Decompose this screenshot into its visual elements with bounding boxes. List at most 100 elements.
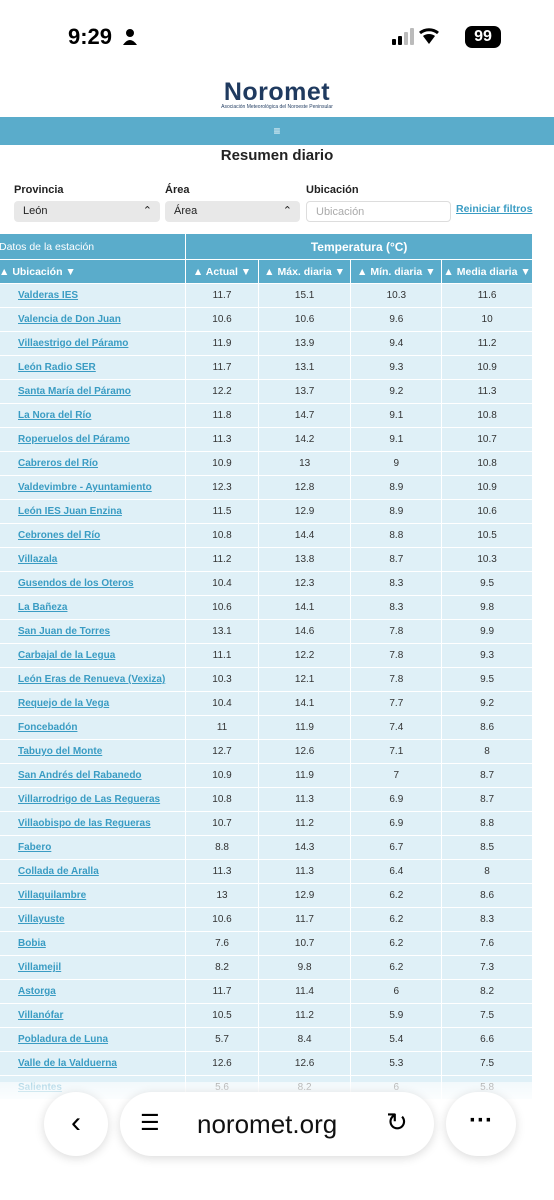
- station-link[interactable]: Villazala: [0, 547, 187, 572]
- value-cell: 6.9: [350, 787, 443, 812]
- station-link[interactable]: Cabreros del Río: [0, 451, 187, 476]
- value-cell: 9.3: [441, 643, 533, 668]
- station-link[interactable]: Requejo de la Vega: [0, 691, 187, 716]
- value-cell: 7.5: [441, 1051, 533, 1076]
- value-cell: 12.6: [257, 739, 352, 764]
- value-cell: 6.2: [350, 931, 443, 956]
- station-link[interactable]: Gusendos de los Oteros: [0, 571, 187, 596]
- station-link[interactable]: Valderas IES: [0, 283, 187, 308]
- station-link[interactable]: León Radio SER: [0, 355, 187, 380]
- column-header[interactable]: ▲ Ubicación ▼: [0, 259, 187, 284]
- province-select[interactable]: León ⌃: [14, 201, 160, 222]
- table-row: Fabero 8.8 14.3 6.7 8.5: [0, 835, 533, 860]
- table-row: Pobladura de Luna 5.7 8.4 5.4 6.6: [0, 1027, 533, 1052]
- reload-icon[interactable]: ↻: [386, 1107, 408, 1137]
- value-cell: 10.3: [441, 547, 533, 572]
- menu-bar[interactable]: ≡: [0, 117, 554, 145]
- station-link[interactable]: Fabero: [0, 835, 187, 860]
- value-cell: 9: [350, 451, 443, 476]
- value-cell: 9.3: [350, 355, 443, 380]
- station-link[interactable]: Villamejil: [0, 955, 187, 980]
- value-cell: 11.3: [257, 787, 352, 812]
- value-cell: 7.7: [350, 691, 443, 716]
- column-header[interactable]: ▲ Actual ▼: [185, 259, 259, 284]
- value-cell: 11.6: [441, 283, 533, 308]
- value-cell: 11.3: [257, 859, 352, 884]
- logo-subtitle: Asociación Meteorológica del Noroeste Pe…: [221, 104, 333, 110]
- table-row: Cebrones del Río 10.8 14.4 8.8 10.5: [0, 523, 533, 548]
- reset-link[interactable]: Reiniciar filtros: [456, 203, 533, 215]
- value-cell: 6.7: [350, 835, 443, 860]
- value-cell: 11: [185, 715, 259, 740]
- value-cell: 8: [441, 859, 533, 884]
- station-link[interactable]: San Juan de Torres: [0, 619, 187, 644]
- table-row: Villaobispo de las Regueras 10.7 11.2 6.9 8.…: [0, 811, 533, 836]
- station-link[interactable]: Valle de la Valduerna: [0, 1051, 187, 1076]
- station-link[interactable]: Santa María del Páramo: [0, 379, 187, 404]
- value-cell: 10.6: [441, 499, 533, 524]
- station-link[interactable]: Villaestrigo del Páramo: [0, 331, 187, 356]
- station-link[interactable]: Astorga: [0, 979, 187, 1004]
- station-link[interactable]: La Nora del Río: [0, 403, 187, 428]
- value-cell: 12.2: [185, 379, 259, 404]
- value-cell: 12.6: [257, 1051, 352, 1076]
- station-link[interactable]: Collada de Aralla: [0, 859, 187, 884]
- value-cell: 11.5: [185, 499, 259, 524]
- value-cell: 11.2: [257, 1003, 352, 1028]
- station-link[interactable]: Villaobispo de las Regueras: [0, 811, 187, 836]
- value-cell: 7.6: [441, 931, 533, 956]
- address-bar[interactable]: ☰ noromet.org ↻: [120, 1092, 434, 1156]
- value-cell: 8.7: [441, 763, 533, 788]
- value-cell: 9.2: [441, 691, 533, 716]
- value-cell: 9.2: [350, 379, 443, 404]
- station-link[interactable]: Villayuste: [0, 907, 187, 932]
- column-header[interactable]: ▲ Máx. diaria ▼: [257, 259, 352, 284]
- column-header[interactable]: ▲ Media diaria ▼: [441, 259, 533, 284]
- value-cell: 8.8: [350, 523, 443, 548]
- data-table: Datos de la estación Temperatura (°C) ▲ U…: [0, 233, 533, 1100]
- station-link[interactable]: Villarrodrigo de Las Regueras: [0, 787, 187, 812]
- station-link[interactable]: León Eras de Renueva (Vexiza): [0, 667, 187, 692]
- table-row: León Radio SER 11.7 13.1 9.3 10.9: [0, 355, 533, 380]
- station-link[interactable]: Valencia de Don Juan: [0, 307, 187, 332]
- station-link[interactable]: Villaquilambre: [0, 883, 187, 908]
- value-cell: 11.2: [441, 331, 533, 356]
- value-cell: 11.3: [441, 379, 533, 404]
- value-cell: 10.8: [185, 787, 259, 812]
- station-link[interactable]: Villanófar: [0, 1003, 187, 1028]
- station-link[interactable]: Tabuyo del Monte: [0, 739, 187, 764]
- table-row: San Andrés del Rabanedo 10.9 11.9 7 8.7: [0, 763, 533, 788]
- value-cell: 10.8: [185, 523, 259, 548]
- station-link[interactable]: Cebrones del Río: [0, 523, 187, 548]
- more-button[interactable]: ···: [446, 1092, 516, 1156]
- station-link[interactable]: Valdevimbre - Ayuntamiento: [0, 475, 187, 500]
- value-cell: 8.6: [441, 883, 533, 908]
- value-cell: 10.5: [185, 1003, 259, 1028]
- value-cell: 10.4: [185, 691, 259, 716]
- column-header[interactable]: ▲ Mín. diaria ▼: [350, 259, 443, 284]
- station-link[interactable]: Bobia: [0, 931, 187, 956]
- value-cell: 7.4: [350, 715, 443, 740]
- value-cell: 14.4: [257, 523, 352, 548]
- area-select[interactable]: Área ⌃: [165, 201, 300, 222]
- value-cell: 7.8: [350, 619, 443, 644]
- back-button[interactable]: ‹: [44, 1092, 108, 1156]
- table-row: San Juan de Torres 13.1 14.6 7.8 9.9: [0, 619, 533, 644]
- station-link[interactable]: La Bañeza: [0, 595, 187, 620]
- value-cell: 12.6: [185, 1051, 259, 1076]
- station-link[interactable]: Roperuelos del Páramo: [0, 427, 187, 452]
- value-cell: 8.8: [185, 835, 259, 860]
- table-row: Bobia 7.6 10.7 6.2 7.6: [0, 931, 533, 956]
- location-input[interactable]: Ubicación: [306, 201, 451, 222]
- logo[interactable]: Noromet: [223, 78, 331, 106]
- value-cell: 7.3: [441, 955, 533, 980]
- value-cell: 8.2: [185, 955, 259, 980]
- station-link[interactable]: León IES Juan Enzina: [0, 499, 187, 524]
- value-cell: 8.6: [441, 715, 533, 740]
- table-row: Cabreros del Río 10.9 13 9 10.8: [0, 451, 533, 476]
- station-link[interactable]: Pobladura de Luna: [0, 1027, 187, 1052]
- station-link[interactable]: Carbajal de la Legua: [0, 643, 187, 668]
- station-link[interactable]: San Andrés del Rabanedo: [0, 763, 187, 788]
- station-link[interactable]: Foncebadón: [0, 715, 187, 740]
- filter-label: Ubicación: [306, 184, 359, 196]
